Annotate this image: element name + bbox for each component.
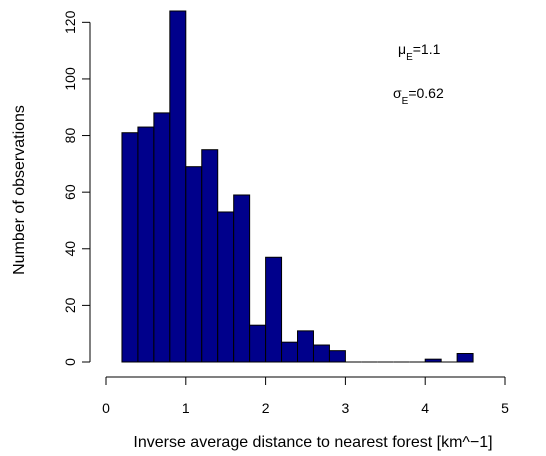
histogram-bar	[121, 132, 139, 363]
histogram-bars	[121, 10, 474, 363]
x-tick-label: 1	[182, 400, 190, 416]
x-tick-label: 0	[102, 400, 110, 416]
x-tick-label: 5	[501, 400, 509, 416]
x-axis: 0 1 2 3 4 5	[102, 376, 509, 416]
histogram-bar	[328, 350, 346, 363]
y-tick-label: 120	[62, 10, 78, 34]
histogram-bar	[249, 324, 267, 363]
y-tick-label: 100	[62, 67, 78, 91]
histogram-bar	[312, 344, 330, 363]
y-tick-label: 80	[62, 128, 78, 144]
y-tick-label: 0	[62, 358, 78, 366]
histogram-bar	[153, 112, 171, 363]
histogram-bar	[201, 149, 219, 363]
histogram-bar	[233, 194, 251, 363]
y-tick-label: 40	[62, 241, 78, 257]
x-tick-label: 3	[342, 400, 350, 416]
histogram-bar	[217, 211, 235, 363]
y-tick-label: 60	[62, 184, 78, 200]
histogram-bar	[281, 341, 299, 363]
y-tick-label: 20	[62, 297, 78, 313]
y-axis-title: Number of observations	[11, 105, 28, 275]
histogram-bar	[169, 10, 187, 363]
histogram-bar	[185, 166, 203, 363]
histogram-bar	[137, 126, 155, 363]
histogram-bar	[265, 256, 283, 363]
x-tick-label: 2	[262, 400, 270, 416]
histogram-bar	[424, 358, 442, 363]
y-axis: 0 20 40 60 80 100 120	[62, 10, 91, 366]
mean-annotation: μE=1.1	[398, 41, 441, 63]
sd-annotation: σE=0.62	[393, 85, 444, 107]
histogram-bar	[456, 353, 474, 363]
x-axis-title: Inverse average distance to nearest fore…	[133, 434, 492, 451]
x-tick-label: 4	[421, 400, 429, 416]
histogram-bar	[297, 330, 314, 363]
